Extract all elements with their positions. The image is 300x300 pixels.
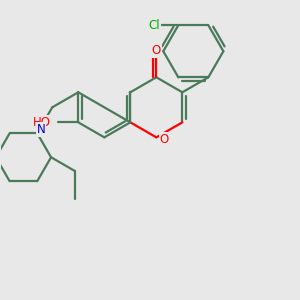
Text: O: O <box>160 134 169 146</box>
Text: Cl: Cl <box>148 19 160 32</box>
Text: O: O <box>152 44 161 57</box>
Text: HO: HO <box>33 116 51 129</box>
Text: N: N <box>37 123 45 136</box>
